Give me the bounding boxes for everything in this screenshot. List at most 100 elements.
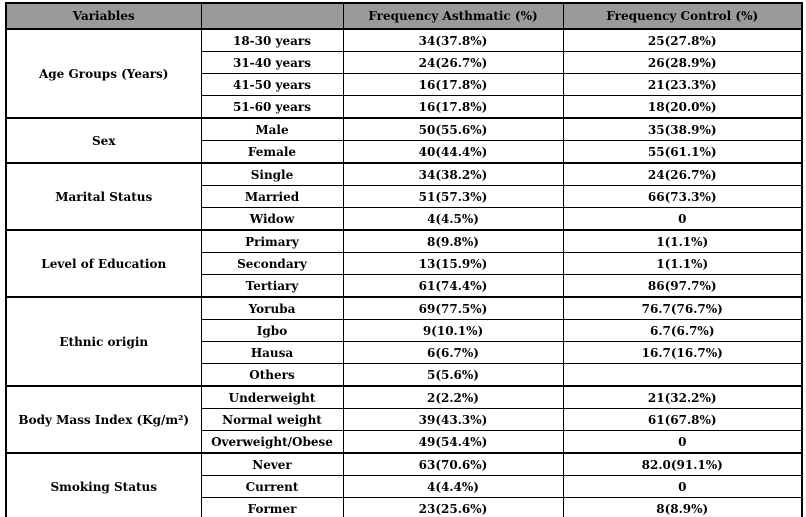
asthmatic-cell: 16(17.8%) bbox=[342, 73, 564, 96]
control-cell: 35(38.9%) bbox=[562, 117, 803, 141]
variable-cell: Marital Status bbox=[5, 162, 202, 231]
category-cell: Male bbox=[200, 117, 344, 141]
asthmatic-cell: 69(77.5%) bbox=[342, 296, 564, 320]
control-cell: 82.0(91.1%) bbox=[562, 452, 803, 476]
category-cell: Hausa bbox=[200, 341, 344, 364]
table-row: Normal weight 39(43.3%) 61(67.8%) bbox=[6, 408, 803, 431]
category-cell: Secondary bbox=[200, 252, 344, 275]
table-row: 31-40 years 24(26.7%) 26(28.9%) bbox=[6, 51, 803, 74]
control-cell: 18(20.0%) bbox=[562, 95, 803, 119]
control-cell: 26(28.9%) bbox=[562, 51, 803, 74]
header-variables: Variables bbox=[5, 2, 202, 30]
variable-cell: Sex bbox=[5, 117, 202, 164]
variable-cell: Level of Education bbox=[5, 229, 202, 298]
asthmatic-cell: 39(43.3%) bbox=[342, 408, 564, 431]
category-cell: Igbo bbox=[200, 319, 344, 342]
table-row: Smoking Status Never 63(70.6%) 82.0(91.1%) bbox=[5, 452, 803, 517]
table-row: Current 4(4.4%) 0 bbox=[6, 475, 803, 498]
asthmatic-cell: 16(17.8%) bbox=[342, 95, 564, 119]
header-frequency-asthmatic: Frequency Asthmatic (%) bbox=[342, 2, 564, 30]
asthmatic-cell: 40(44.4%) bbox=[342, 140, 564, 164]
asthmatic-cell: 23(25.6%) bbox=[342, 497, 564, 517]
asthmatic-cell: 34(38.2%) bbox=[342, 162, 564, 186]
category-cell: Female bbox=[200, 140, 344, 164]
category-cell: 31-40 years bbox=[200, 51, 344, 74]
asthmatic-cell: 4(4.4%) bbox=[342, 475, 564, 498]
asthmatic-cell: 4(4.5%) bbox=[342, 207, 564, 231]
control-cell: 0 bbox=[562, 207, 803, 231]
category-cell: Overweight/Obese bbox=[200, 430, 344, 454]
asthmatic-cell: 51(57.3%) bbox=[342, 185, 564, 208]
category-cell: Others bbox=[200, 363, 344, 387]
control-cell: 25(27.8%) bbox=[562, 28, 803, 52]
table-row: Overweight/Obese 49(54.4%) 0 bbox=[6, 430, 803, 454]
table-row: Body Mass Index (Kg/m²) Underweight 2(2.2%… bbox=[5, 385, 803, 454]
asthmatic-cell: 50(55.6%) bbox=[342, 117, 564, 141]
table-row: Age Groups (Years) 18-30 years 34(37.8%) 25… bbox=[5, 28, 803, 119]
asthmatic-cell: 8(9.8%) bbox=[342, 229, 564, 253]
control-cell: 66(73.3%) bbox=[562, 185, 803, 208]
asthmatic-cell: 6(6.7%) bbox=[342, 341, 564, 364]
variable-cell: Smoking Status bbox=[5, 452, 202, 517]
category-cell: Tertiary bbox=[200, 274, 344, 298]
table-row: Female 40(44.4%) 55(61.1%) bbox=[6, 140, 803, 164]
category-cell: Normal weight bbox=[200, 408, 344, 431]
table-row: 41-50 years 16(17.8%) 21(23.3%) bbox=[6, 73, 803, 96]
control-cell: 16.7(16.7%) bbox=[562, 341, 803, 364]
table-row: Igbo 9(10.1%) 6.7(6.7%) bbox=[6, 319, 803, 342]
control-cell: 0 bbox=[562, 430, 803, 454]
control-cell: 61(67.8%) bbox=[562, 408, 803, 431]
category-cell: 41-50 years bbox=[200, 73, 344, 96]
category-cell: Primary bbox=[200, 229, 344, 253]
category-cell: Underweight bbox=[200, 385, 344, 409]
variable-cell: Age Groups (Years) bbox=[5, 28, 202, 119]
control-cell: 21(23.3%) bbox=[562, 73, 803, 96]
category-cell: Current bbox=[200, 475, 344, 498]
control-cell: 76.7(76.7%) bbox=[562, 296, 803, 320]
control-cell: 1(1.1%) bbox=[562, 229, 803, 253]
variable-cell: Body Mass Index (Kg/m²) bbox=[5, 385, 202, 454]
category-cell: 51-60 years bbox=[200, 95, 344, 119]
category-cell: Single bbox=[200, 162, 344, 186]
header-row: Variables Frequency Asthmatic (%) Freque… bbox=[5, 2, 803, 30]
control-cell: 8(8.9%) bbox=[562, 497, 803, 517]
control-cell: 0 bbox=[562, 475, 803, 498]
variable-cell: Ethnic origin bbox=[5, 296, 202, 387]
category-cell: Widow bbox=[200, 207, 344, 231]
category-cell: Yoruba bbox=[200, 296, 344, 320]
control-cell: 55(61.1%) bbox=[562, 140, 803, 164]
asthmatic-cell: 63(70.6%) bbox=[342, 452, 564, 476]
table-header: Variables Frequency Asthmatic (%) Freque… bbox=[5, 2, 803, 30]
table-row: Marital Status Single 34(38.2%) 24(26.7%) bbox=[5, 162, 803, 231]
asthmatic-cell: 2(2.2%) bbox=[342, 385, 564, 409]
header-frequency-control: Frequency Control (%) bbox=[562, 2, 803, 30]
table-row: Widow 4(4.5%) 0 bbox=[6, 207, 803, 231]
category-cell: Never bbox=[200, 452, 344, 476]
demographics-table: Variables Frequency Asthmatic (%) Freque… bbox=[5, 2, 803, 517]
control-cell bbox=[562, 363, 803, 387]
control-cell: 86(97.7%) bbox=[562, 274, 803, 298]
category-cell: 18-30 years bbox=[200, 28, 344, 52]
category-cell: Former bbox=[200, 497, 344, 517]
asthmatic-cell: 24(26.7%) bbox=[342, 51, 564, 74]
table-row: Married 51(57.3%) 66(73.3%) bbox=[6, 185, 803, 208]
asthmatic-cell: 49(54.4%) bbox=[342, 430, 564, 454]
asthmatic-cell: 5(5.6%) bbox=[342, 363, 564, 387]
table-row: Level of Education Primary 8(9.8%) 1(1.1%) bbox=[5, 229, 803, 298]
table-row: Tertiary 61(74.4%) 86(97.7%) bbox=[6, 274, 803, 298]
control-cell: 21(32.2%) bbox=[562, 385, 803, 409]
table-body: Age Groups (Years) 18-30 years 34(37.8%) 25… bbox=[5, 28, 803, 517]
header-subcategory bbox=[200, 2, 344, 30]
category-cell: Married bbox=[200, 185, 344, 208]
asthmatic-cell: 13(15.9%) bbox=[342, 252, 564, 275]
asthmatic-cell: 61(74.4%) bbox=[342, 274, 564, 298]
control-cell: 1(1.1%) bbox=[562, 252, 803, 275]
control-cell: 24(26.7%) bbox=[562, 162, 803, 186]
table-row: Secondary 13(15.9%) 1(1.1%) bbox=[6, 252, 803, 275]
table-row: Hausa 6(6.7%) 16.7(16.7%) bbox=[6, 341, 803, 364]
table-row: Sex Male 50(55.6%) 35(38.9%) bbox=[5, 117, 803, 164]
asthmatic-cell: 34(37.8%) bbox=[342, 28, 564, 52]
table-row: Ethnic origin Yoruba 69(77.5%) 76.7(76.7%) bbox=[5, 296, 803, 387]
asthmatic-cell: 9(10.1%) bbox=[342, 319, 564, 342]
